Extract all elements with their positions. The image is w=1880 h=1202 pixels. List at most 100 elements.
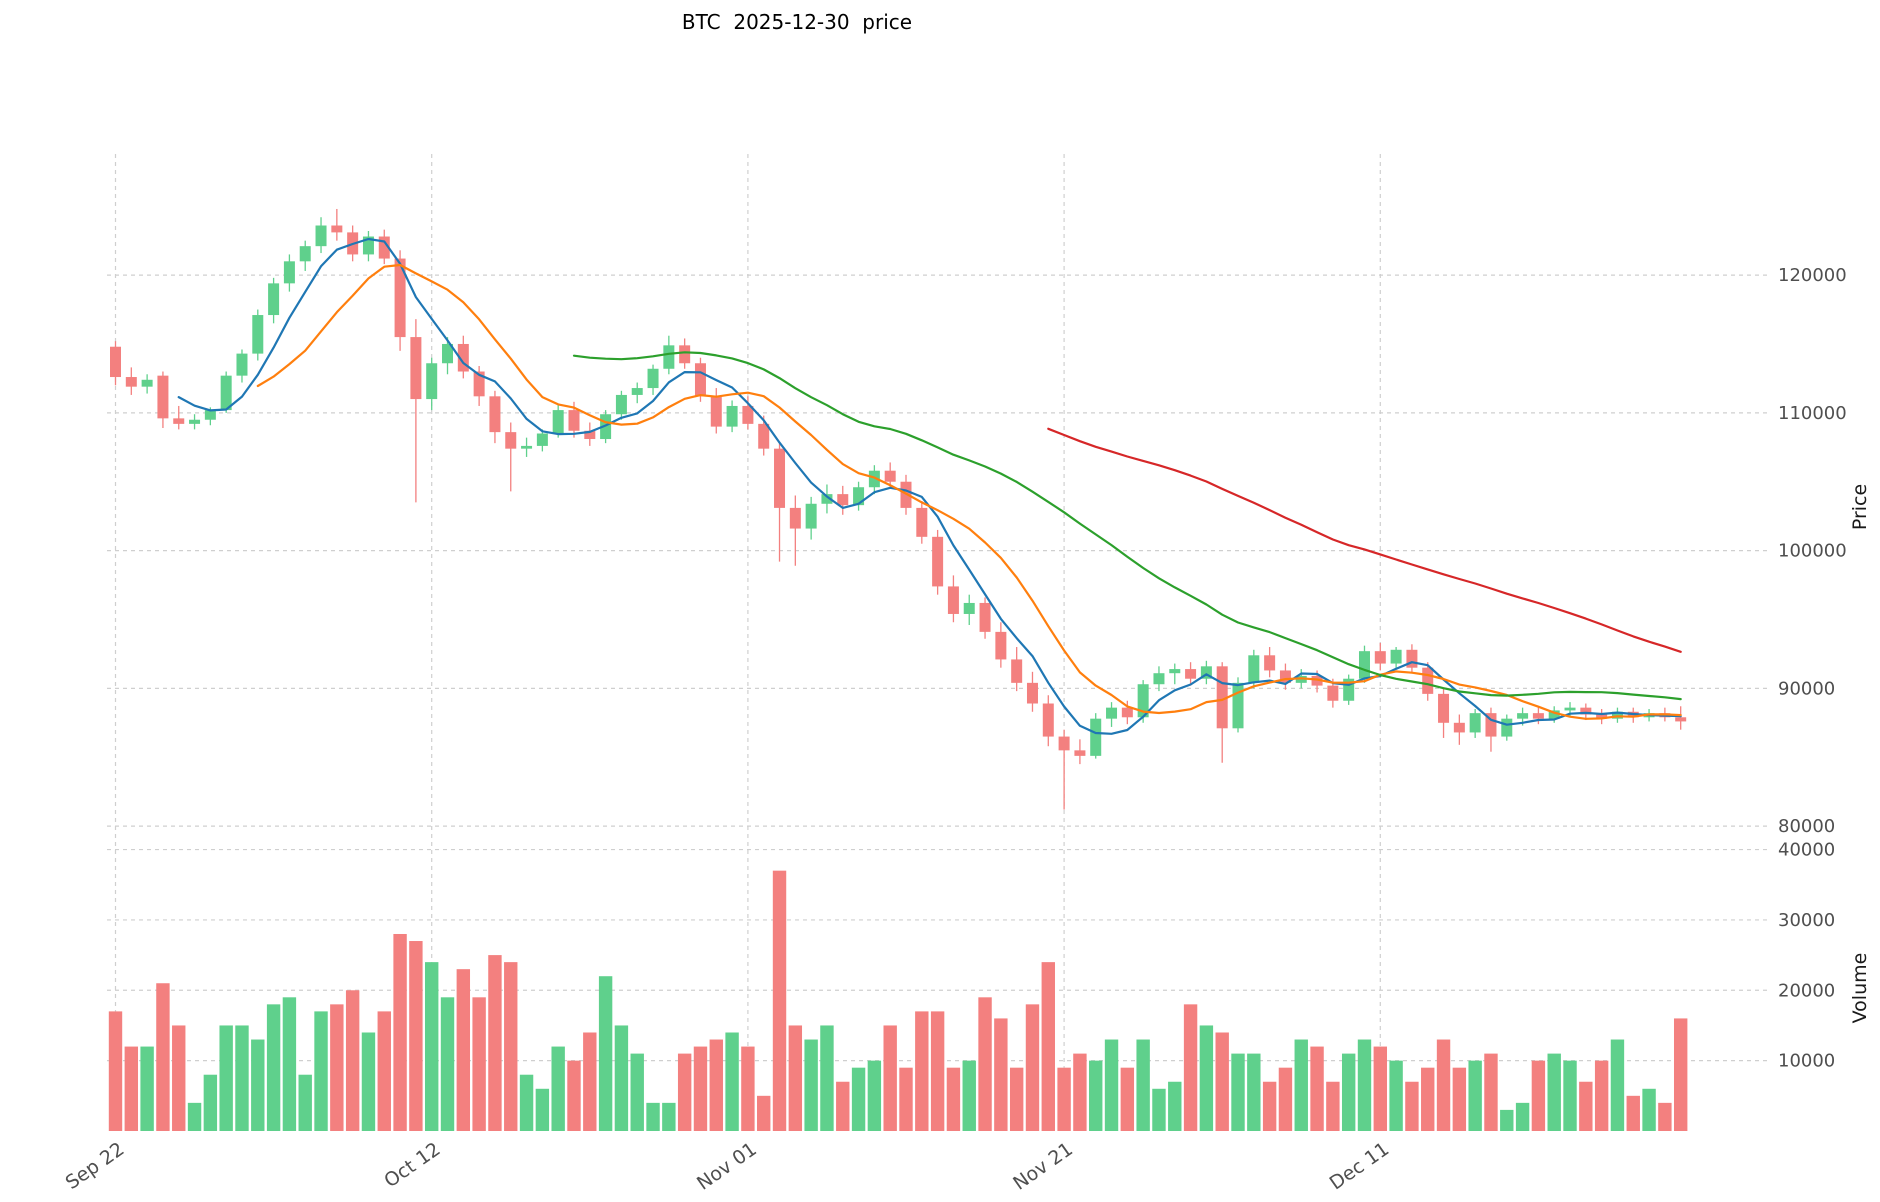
volume-bar bbox=[409, 941, 423, 1131]
candle-body bbox=[1216, 666, 1228, 729]
candle-body bbox=[220, 375, 232, 411]
volume-bar bbox=[1405, 1081, 1419, 1131]
candle-body bbox=[1390, 649, 1402, 664]
candle-body bbox=[1279, 670, 1291, 683]
volume-bar bbox=[994, 1018, 1008, 1131]
candle-body bbox=[1311, 675, 1323, 686]
candle-body bbox=[378, 236, 390, 259]
volume-bar bbox=[156, 983, 170, 1131]
volume-bar bbox=[614, 1025, 629, 1131]
volume-bar bbox=[867, 1060, 882, 1131]
candle-body bbox=[1327, 685, 1339, 701]
volume-bar bbox=[1009, 1067, 1024, 1131]
volume-bar bbox=[1025, 1004, 1040, 1131]
volume-bar bbox=[1199, 1025, 1214, 1131]
candle-body bbox=[1232, 682, 1244, 729]
volume-bar bbox=[962, 1060, 976, 1131]
volume-bar bbox=[1547, 1053, 1561, 1131]
volume-bar bbox=[820, 1025, 834, 1131]
candle-body bbox=[868, 470, 880, 488]
candle-body bbox=[1264, 655, 1276, 671]
candle-body bbox=[489, 396, 501, 433]
candle-body bbox=[805, 503, 817, 529]
candle-body bbox=[552, 410, 564, 434]
volume-bar bbox=[425, 962, 439, 1131]
volume-bar bbox=[187, 1102, 202, 1131]
volume-bar bbox=[1579, 1081, 1593, 1131]
x-tick-label: Dec 11 bbox=[1326, 1138, 1393, 1194]
candle-body bbox=[521, 445, 533, 449]
volume-bar bbox=[551, 1046, 565, 1131]
volume-bar bbox=[978, 997, 992, 1131]
candle-body bbox=[1042, 703, 1054, 737]
candle-body bbox=[1596, 714, 1608, 719]
volume-bar bbox=[172, 1025, 186, 1131]
volume-bar bbox=[851, 1067, 866, 1131]
volume-bar bbox=[1452, 1067, 1467, 1131]
volume-bar bbox=[235, 1025, 249, 1131]
candle-body bbox=[758, 423, 770, 449]
volume-tick-label: 10000 bbox=[1778, 1051, 1835, 1072]
volume-bar bbox=[1168, 1081, 1182, 1131]
volume-tick-label: 20000 bbox=[1778, 980, 1835, 1001]
volume-bar bbox=[298, 1074, 312, 1131]
volume-bar bbox=[282, 997, 297, 1131]
volume-bar bbox=[1673, 1018, 1688, 1131]
candle-body bbox=[110, 346, 121, 378]
volume-bar bbox=[630, 1053, 644, 1131]
volume-bar bbox=[1120, 1067, 1135, 1131]
volume-bar bbox=[1089, 1060, 1103, 1131]
candle-body bbox=[837, 494, 849, 506]
candle-body bbox=[331, 225, 343, 233]
volume-bar bbox=[930, 1011, 945, 1131]
volume-tick-label: 30000 bbox=[1778, 910, 1835, 931]
candle-body bbox=[963, 602, 975, 614]
candle-body bbox=[505, 432, 517, 449]
volume-bar bbox=[899, 1067, 913, 1131]
candle-body bbox=[679, 345, 691, 364]
volume-bar bbox=[1262, 1081, 1277, 1131]
x-tick-label: Nov 21 bbox=[1009, 1138, 1077, 1195]
candle-body bbox=[1153, 673, 1165, 685]
candle-body bbox=[1358, 651, 1370, 679]
x-tick-label: Sep 22 bbox=[62, 1138, 129, 1194]
volume-bar bbox=[251, 1039, 265, 1131]
x-tick-label: Nov 01 bbox=[693, 1138, 761, 1195]
volume-bar bbox=[915, 1011, 929, 1131]
volume-bar bbox=[219, 1025, 233, 1131]
candle-body bbox=[410, 337, 422, 400]
candle-body bbox=[932, 536, 944, 587]
candle-body bbox=[568, 410, 580, 431]
volume-bar bbox=[472, 997, 486, 1131]
candle-body bbox=[1517, 713, 1529, 719]
volume-bar bbox=[1326, 1081, 1340, 1131]
candle-body bbox=[362, 236, 374, 255]
volume-bar bbox=[535, 1088, 550, 1131]
candle-body bbox=[1026, 682, 1038, 704]
volume-bar bbox=[1057, 1067, 1071, 1131]
x-tick-labels: Sep 22 Oct 12 Nov 01 Nov 21 Dec 11 bbox=[62, 1138, 1394, 1195]
price-tick-labels: 80000 90000 100000 110000 120000 bbox=[1778, 265, 1847, 837]
ma30-line bbox=[572, 351, 1682, 701]
candle-body bbox=[1532, 713, 1544, 719]
candle-body bbox=[268, 283, 280, 316]
volume-bar bbox=[1626, 1095, 1640, 1131]
volume-bar bbox=[1041, 962, 1055, 1131]
candle-body bbox=[1248, 655, 1260, 683]
volume-bar bbox=[946, 1067, 961, 1131]
candle-body bbox=[1374, 651, 1386, 664]
candle-body bbox=[647, 368, 659, 389]
volume-bar bbox=[393, 933, 407, 1131]
candle-body bbox=[884, 470, 896, 482]
candle-body bbox=[1011, 659, 1023, 683]
candle-body bbox=[1169, 669, 1181, 674]
volume-bar bbox=[836, 1081, 850, 1131]
volume-bar bbox=[314, 1011, 328, 1131]
volume-bar bbox=[377, 1011, 391, 1131]
candle-body bbox=[236, 353, 248, 376]
volume-bar bbox=[662, 1102, 676, 1131]
x-tick-label: Oct 12 bbox=[380, 1138, 444, 1192]
volume-bar bbox=[598, 976, 613, 1131]
price-tick-label: 80000 bbox=[1778, 816, 1835, 837]
candle-body bbox=[315, 225, 327, 247]
